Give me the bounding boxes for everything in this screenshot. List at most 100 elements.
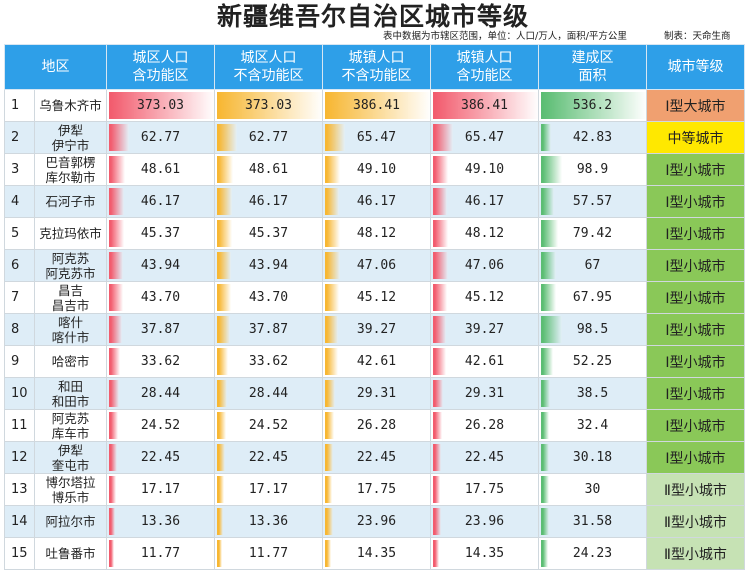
data-bar [109, 380, 119, 407]
data-bar [433, 380, 443, 407]
data-bar [433, 540, 439, 567]
row-number: 3 [4, 153, 35, 186]
row-number: 2 [4, 121, 35, 154]
row-number: 5 [4, 217, 35, 250]
data-bar [541, 252, 556, 279]
value-text: 33.62 [248, 354, 289, 369]
value-text: 65.47 [464, 130, 505, 145]
value-text: 24.52 [248, 418, 289, 433]
data-bar [325, 284, 340, 311]
value-text: 37.87 [248, 322, 289, 337]
value-cell: 62.77 [214, 121, 323, 154]
region-name-line: 乌鲁木齐市 [39, 98, 102, 113]
data-bar [325, 124, 345, 151]
data-bar [433, 188, 448, 215]
data-bar [325, 316, 338, 343]
value-text: 67 [584, 258, 601, 273]
value-cell: 386.41 [430, 89, 539, 122]
value-cell: 46.17 [106, 185, 215, 218]
value-text: 42.61 [356, 354, 397, 369]
data-bar [109, 476, 116, 503]
data-bar [433, 348, 447, 375]
row-number: 12 [4, 441, 35, 474]
value-text: 29.31 [356, 386, 397, 401]
value-text: 46.17 [356, 194, 397, 209]
data-bar [109, 444, 118, 471]
table-row: 9 哈密市 33.62 33.62 42.61 42.61 52.25 Ⅰ型小城市 [4, 345, 745, 378]
value-text: 43.94 [140, 258, 181, 273]
value-cell: 42.83 [538, 121, 647, 154]
value-text: 46.17 [248, 194, 289, 209]
value-text: 43.94 [248, 258, 289, 273]
value-cell: 26.28 [430, 409, 539, 442]
city-table: 地区 城区人口 含功能区 城区人口 不含功能区 城镇人口 不含功能区 城镇人口 含功能区… [4, 44, 745, 570]
value-text: 32.4 [576, 418, 609, 433]
table-row: 5 克拉玛依市 45.37 45.37 48.12 48.12 79.42 Ⅰ型小城市 [4, 217, 745, 250]
header-region: 地区 [4, 44, 107, 90]
value-cell: 43.70 [106, 281, 215, 314]
table-row: 11 阿克苏 库车市 24.52 24.52 26.28 26.28 32.4 Ⅰ型小城市 [4, 409, 745, 442]
value-text: 30 [584, 482, 601, 497]
table-row: 12 伊犁 奎屯市 22.45 22.45 22.45 22.45 30.18 Ⅰ型小城市 [4, 441, 745, 474]
value-cell: 22.45 [430, 441, 539, 474]
value-text: 49.10 [464, 162, 505, 177]
value-cell: 23.96 [322, 505, 431, 538]
value-cell: 43.94 [214, 249, 323, 282]
region-name-line: 库尔勒市 [45, 169, 96, 185]
page-title: 新疆维吾尔自治区城市等级 [216, 2, 529, 31]
row-number: 11 [4, 409, 35, 442]
region-name: 阿克苏 库车市 [34, 409, 107, 442]
region-name: 乌鲁木齐市 [34, 89, 107, 122]
value-text: 14.35 [464, 546, 505, 561]
value-cell: 65.47 [322, 121, 431, 154]
data-bar [541, 188, 555, 215]
data-bar [217, 92, 322, 119]
credit: 制表：天命生商 [664, 31, 731, 42]
value-text: 22.45 [248, 450, 289, 465]
data-bar [109, 252, 124, 279]
value-cell: 46.17 [214, 185, 323, 218]
value-text: 57.57 [572, 194, 613, 209]
data-bar [217, 540, 223, 567]
value-cell: 30.18 [538, 441, 647, 474]
value-text: 28.44 [248, 386, 289, 401]
region-name: 吐鲁番市 [34, 537, 107, 570]
header-urban-pop-excl: 城区人口 不含功能区 [214, 44, 323, 90]
data-bar [433, 508, 442, 535]
value-cell: 48.12 [430, 217, 539, 250]
region-name-line: 阿拉尔市 [45, 514, 96, 529]
value-text: 98.5 [576, 322, 609, 337]
value-text: 39.27 [464, 322, 505, 337]
value-text: 22.45 [140, 450, 181, 465]
data-bar [217, 412, 226, 439]
data-bar [433, 252, 448, 279]
value-cell: 17.17 [214, 473, 323, 506]
data-bar [541, 348, 554, 375]
data-bar [325, 476, 332, 503]
value-text: 67.95 [572, 290, 613, 305]
value-cell: 14.35 [430, 537, 539, 570]
data-bar [217, 220, 232, 247]
value-cell: 26.28 [322, 409, 431, 442]
data-bar [109, 220, 124, 247]
data-bar [433, 92, 538, 119]
value-cell: 57.57 [538, 185, 647, 218]
value-cell: 67 [538, 249, 647, 282]
data-bar [217, 508, 223, 535]
data-bar [433, 156, 449, 183]
value-cell: 13.36 [106, 505, 215, 538]
region-name-line: 克拉玛依市 [39, 226, 102, 241]
value-text: 386.41 [353, 98, 400, 113]
value-text: 17.75 [356, 482, 397, 497]
data-bar [325, 92, 430, 119]
value-text: 536.2 [572, 98, 613, 113]
data-note: 表中数据为市辖区范围，单位：人口/万人，面积/平方公里 [383, 31, 627, 42]
value-text: 373.03 [137, 98, 184, 113]
row-number: 1 [4, 89, 35, 122]
city-level: Ⅰ型小城市 [646, 345, 745, 378]
header-city-level: 城市等级 [646, 44, 745, 90]
value-text: 47.06 [464, 258, 505, 273]
region-name-line: 喀什市 [51, 329, 90, 345]
data-bar [109, 412, 118, 439]
table-row: 2 伊犁 伊宁市 62.77 62.77 65.47 65.47 42.83 中等城市 [4, 121, 745, 154]
